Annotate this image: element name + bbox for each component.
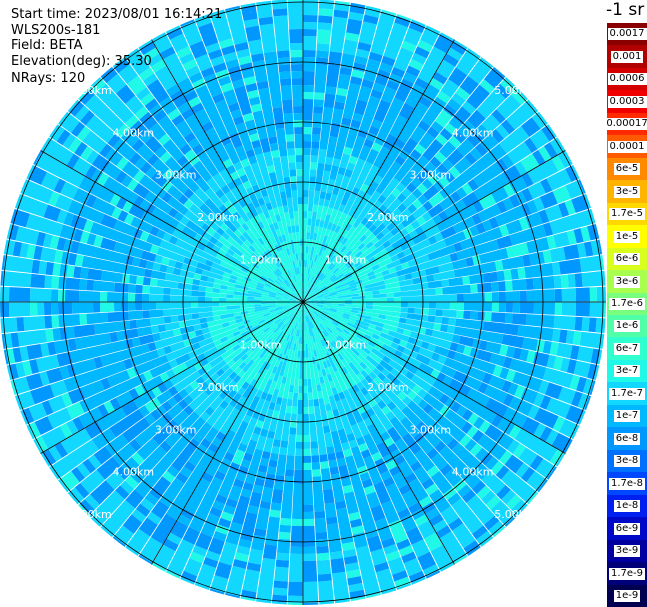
colorbar-level: 6e-8 (607, 427, 647, 451)
range-ring-label: 3.00km (410, 423, 452, 436)
azimuth-spoke (302, 301, 566, 454)
colorbar-tick-label: 1e-7 (613, 410, 641, 423)
range-ring-label: 5.00km (70, 508, 112, 521)
colorbar-tick-label: 0.001 (610, 50, 644, 63)
colorbar-level: 3e-7 (607, 359, 647, 383)
colorbar-level: 1e-7 (607, 404, 647, 428)
range-ring-label: 2.00km (367, 381, 409, 394)
azimuth-spoke (302, 150, 566, 303)
range-ring-label: 5.00km (494, 508, 536, 521)
colorbar-tick-label: 0.0017 (607, 28, 647, 41)
range-ring-label: 3.00km (410, 169, 452, 182)
range-ring-label: 2.00km (367, 211, 409, 224)
colorbar-level: 3e-9 (607, 539, 647, 563)
range-ring-label: 4.00km (113, 466, 155, 479)
range-ring-label: 3.00km (155, 423, 197, 436)
colorbar-tick-label: 3e-8 (613, 455, 641, 468)
colorbar-tick-label: 3e-7 (613, 365, 641, 378)
colorbar-unit: -1 sr (606, 0, 645, 20)
colorbar-level: 1.7e-6 (607, 292, 647, 316)
colorbar-level: 3e-6 (607, 270, 647, 294)
colorbar-level: 1e-5 (607, 225, 647, 249)
colorbar-level: 1.7e-9 (607, 562, 647, 586)
colorbar-level: 3e-8 (607, 449, 647, 473)
colorbar-level: 1e-6 (607, 315, 647, 338)
range-gate-cells (5, 0, 606, 605)
colorbar-level: 1.7e-7 (607, 382, 647, 406)
range-ring-label: 2.00km (197, 211, 239, 224)
range-ring-label: 4.00km (452, 466, 494, 479)
colorbar-tick-label: 6e-5 (613, 163, 641, 176)
colorbar-level: 6e-5 (607, 157, 647, 181)
colorbar-tick-label: 6e-7 (613, 342, 641, 355)
colorbar-tick-label: 6e-8 (613, 432, 641, 445)
colorbar-level: 0.0017 (607, 23, 647, 46)
range-ring-label: 4.00km (452, 126, 494, 139)
colorbar-level: 1e-9 (607, 584, 647, 607)
elevation-label: Elevation(deg): 35.30 (11, 54, 152, 69)
colorbar-tick-label: 1.7e-7 (608, 387, 646, 400)
colorbar-tick-label: 6e-6 (613, 253, 641, 266)
range-ring-label: 1.00km (325, 338, 367, 351)
azimuth-spoke (151, 301, 304, 565)
azimuth-spokes (0, 0, 606, 605)
nrays-label: NRays: 120 (11, 71, 86, 86)
colorbar-tick-label: 1.7e-8 (608, 477, 646, 490)
colorbar-tick-label: 1.7e-6 (608, 298, 646, 310)
colorbar-level: 3e-5 (607, 180, 647, 204)
colorbar-tick-label: 1e-5 (613, 230, 641, 243)
colorbar-tick-label: 6e-9 (613, 522, 641, 535)
ppi-scan-plot: 1.00km 1.00km 1.00km 1.00km 2.00km 2.00km 2.00… (0, 0, 606, 606)
range-ring-label: 5.00km (70, 84, 112, 97)
azimuth-spoke (302, 39, 455, 303)
colorbar-level: 6e-7 (607, 337, 647, 361)
colorbar-tick-label: 0.0006 (607, 73, 647, 86)
range-ring-label: 4.00km (113, 126, 155, 139)
colorbar: 0.0017 0.001 0.0006 0.0003 0.00017 0.0001 6e-5… (604, 23, 647, 607)
range-labels: 1.00km 1.00km 1.00km 1.00km 2.00km 2.00km 2.00… (70, 84, 536, 521)
range-ring-label: 1.00km (240, 254, 282, 267)
colorbar-tick-label: 1e-8 (613, 500, 641, 513)
range-ring-label: 5.00km (494, 84, 536, 97)
colorbar-level: 0.0001 (607, 135, 647, 159)
azimuth-spoke (40, 301, 304, 454)
colorbar-tick-label: 1e-6 (613, 320, 641, 333)
colorbar-level: 0.0003 (607, 90, 647, 114)
colorbar-tick-label: 3e-9 (613, 545, 641, 558)
colorbar-tick-label: 0.0003 (607, 95, 647, 108)
data-sectors (0, 0, 606, 606)
colorbar-tick-label: 0.00017 (604, 118, 647, 131)
colorbar-tick-label: 3e-6 (613, 275, 641, 288)
azimuth-spoke (151, 39, 304, 303)
colorbar-level: 0.0006 (607, 67, 647, 91)
colorbar-level: 6e-9 (607, 517, 647, 541)
instrument-label: WLS200s-181 (11, 23, 101, 38)
range-ring-label: 1.00km (325, 254, 367, 267)
colorbar-level: 0.001 (607, 45, 647, 69)
azimuth-spoke (40, 150, 304, 303)
field-label: Field: BETA (11, 38, 83, 53)
colorbar-tick-label: 0.0001 (607, 140, 647, 153)
colorbar-tick-label: 1e-9 (613, 590, 641, 602)
colorbar-level: 1.7e-5 (607, 202, 647, 226)
colorbar-tick-label: 1.7e-5 (608, 208, 646, 221)
range-ring-label: 1.00km (240, 338, 282, 351)
range-ring-label: 3.00km (155, 169, 197, 182)
colorbar-level: 1e-8 (607, 494, 647, 518)
colorbar-level: 1.7e-8 (607, 472, 647, 496)
start-time-label: Start time: 2023/08/01 16:14:21 (11, 7, 223, 22)
colorbar-tick-label: 1.7e-9 (608, 567, 646, 580)
range-ring-label: 2.00km (197, 381, 239, 394)
colorbar-tick-label: 3e-5 (613, 185, 641, 198)
azimuth-spoke (302, 301, 455, 565)
colorbar-level: 6e-6 (607, 247, 647, 271)
colorbar-level: 0.00017 (604, 112, 647, 136)
